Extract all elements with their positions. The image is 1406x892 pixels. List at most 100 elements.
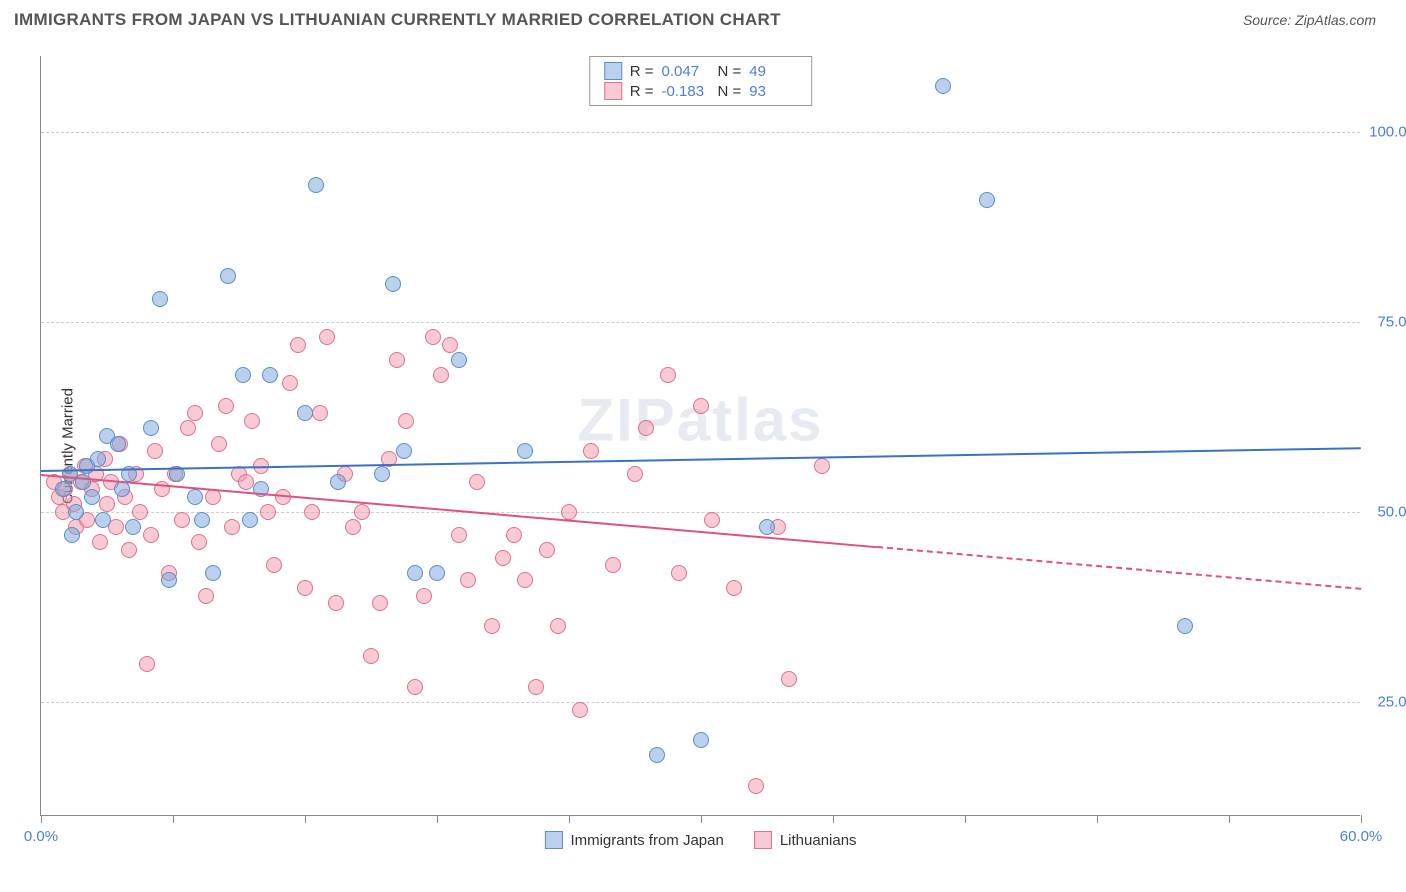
data-point-lithuanian <box>704 512 720 528</box>
data-point-japan <box>649 747 665 763</box>
data-point-lithuanian <box>218 398 234 414</box>
x-tick <box>1097 815 1098 823</box>
data-point-lithuanian <box>605 557 621 573</box>
data-point-lithuanian <box>442 337 458 353</box>
n-value-lithuanian: 93 <box>749 83 797 100</box>
data-point-lithuanian <box>238 474 254 490</box>
legend-label-japan: Immigrants from Japan <box>570 832 723 849</box>
source-value: ZipAtlas.com <box>1295 12 1376 28</box>
data-point-lithuanian <box>469 474 485 490</box>
x-tick <box>41 815 42 823</box>
data-point-lithuanian <box>506 527 522 543</box>
trend-line-lithuanian <box>877 546 1361 590</box>
chart-source: Source: ZipAtlas.com <box>1243 12 1376 28</box>
data-point-lithuanian <box>528 679 544 695</box>
data-point-lithuanian <box>726 580 742 596</box>
data-point-japan <box>396 443 412 459</box>
data-point-lithuanian <box>416 588 432 604</box>
data-point-japan <box>308 177 324 193</box>
x-tick <box>701 815 702 823</box>
data-point-lithuanian <box>561 504 577 520</box>
data-point-japan <box>90 451 106 467</box>
data-point-japan <box>152 291 168 307</box>
data-point-japan <box>161 572 177 588</box>
data-point-japan <box>194 512 210 528</box>
x-tick-label: 0.0% <box>24 828 58 845</box>
data-point-lithuanian <box>398 413 414 429</box>
scatter-plot-area: ZIPatlas R = 0.047 N = 49 R = -0.183 N =… <box>40 56 1360 816</box>
data-point-lithuanian <box>139 656 155 672</box>
data-point-japan <box>374 466 390 482</box>
correlation-legend: R = 0.047 N = 49 R = -0.183 N = 93 <box>589 56 813 106</box>
x-tick <box>305 815 306 823</box>
data-point-lithuanian <box>328 595 344 611</box>
data-point-lithuanian <box>484 618 500 634</box>
data-point-lithuanian <box>180 420 196 436</box>
swatch-japan <box>544 831 562 849</box>
data-point-lithuanian <box>290 337 306 353</box>
data-point-lithuanian <box>143 527 159 543</box>
data-point-lithuanian <box>99 496 115 512</box>
data-point-lithuanian <box>319 329 335 345</box>
x-tick <box>173 815 174 823</box>
data-point-lithuanian <box>781 671 797 687</box>
data-point-japan <box>262 367 278 383</box>
data-point-japan <box>75 474 91 490</box>
data-point-lithuanian <box>345 519 361 535</box>
data-point-lithuanian <box>495 550 511 566</box>
y-tick-label: 100.0% <box>1365 124 1406 141</box>
x-tick <box>1361 815 1362 823</box>
data-point-lithuanian <box>451 527 467 543</box>
data-point-lithuanian <box>174 512 190 528</box>
data-point-lithuanian <box>132 504 148 520</box>
data-point-lithuanian <box>354 504 370 520</box>
data-point-japan <box>759 519 775 535</box>
x-tick <box>833 815 834 823</box>
x-tick-label: 60.0% <box>1340 828 1383 845</box>
data-point-japan <box>242 512 258 528</box>
data-point-japan <box>95 512 111 528</box>
data-point-lithuanian <box>539 542 555 558</box>
data-point-japan <box>935 78 951 94</box>
n-value-japan: 49 <box>749 63 797 80</box>
data-point-japan <box>517 443 533 459</box>
data-point-lithuanian <box>627 466 643 482</box>
data-point-japan <box>451 352 467 368</box>
r-value-lithuanian: -0.183 <box>662 83 710 100</box>
y-tick-label: 50.0% <box>1365 504 1406 521</box>
gridline <box>41 322 1360 323</box>
data-point-lithuanian <box>297 580 313 596</box>
data-point-lithuanian <box>693 398 709 414</box>
data-point-lithuanian <box>425 329 441 345</box>
data-point-japan <box>297 405 313 421</box>
data-point-lithuanian <box>244 413 260 429</box>
data-point-lithuanian <box>814 458 830 474</box>
data-point-lithuanian <box>583 443 599 459</box>
n-label: N = <box>718 83 742 100</box>
x-tick <box>569 815 570 823</box>
data-point-japan <box>385 276 401 292</box>
legend-row-japan: R = 0.047 N = 49 <box>604 61 798 81</box>
data-point-japan <box>220 268 236 284</box>
data-point-lithuanian <box>260 504 276 520</box>
data-point-lithuanian <box>92 534 108 550</box>
data-point-lithuanian <box>748 778 764 794</box>
data-point-lithuanian <box>517 572 533 588</box>
data-point-lithuanian <box>433 367 449 383</box>
chart-header: IMMIGRANTS FROM JAPAN VS LITHUANIAN CURR… <box>0 0 1406 36</box>
legend-label-lithuanian: Lithuanians <box>780 832 857 849</box>
data-point-lithuanian <box>211 436 227 452</box>
data-point-lithuanian <box>550 618 566 634</box>
y-tick-label: 25.0% <box>1365 694 1406 711</box>
data-point-japan <box>84 489 100 505</box>
gridline <box>41 512 1360 513</box>
watermark: ZIPatlas <box>577 386 823 455</box>
y-tick-label: 75.0% <box>1365 314 1406 331</box>
chart-title: IMMIGRANTS FROM JAPAN VS LITHUANIAN CURR… <box>14 10 781 30</box>
data-point-japan <box>407 565 423 581</box>
legend-item-lithuanian: Lithuanians <box>754 831 857 849</box>
data-point-lithuanian <box>121 542 137 558</box>
data-point-lithuanian <box>224 519 240 535</box>
data-point-japan <box>64 527 80 543</box>
data-point-lithuanian <box>187 405 203 421</box>
